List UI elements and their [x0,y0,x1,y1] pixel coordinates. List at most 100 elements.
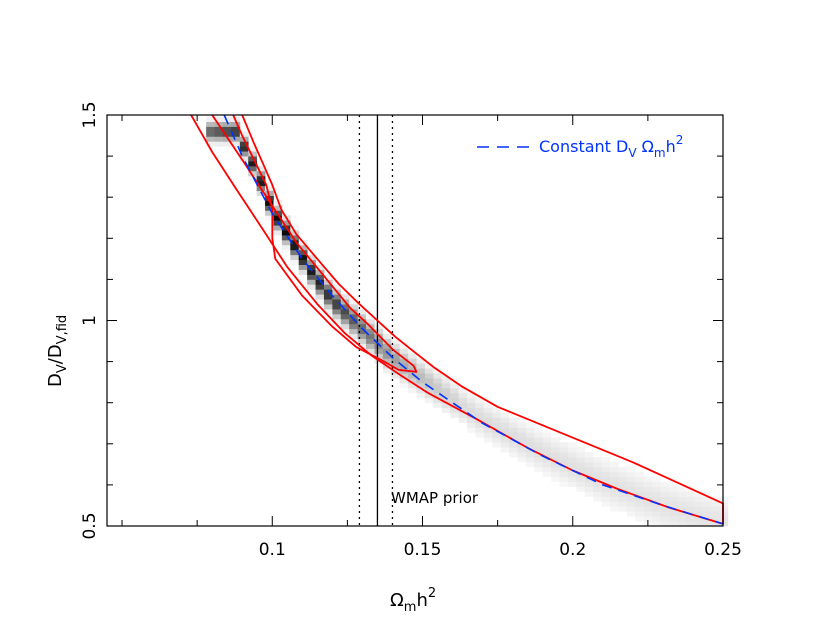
density-cell [534,452,544,458]
density-cell [382,338,392,344]
density-cell [441,392,451,399]
density-cell [576,481,586,487]
density-cell [466,392,476,399]
density-cell [542,442,552,448]
density-cell [542,471,552,478]
density-cell [576,476,586,483]
density-cell [542,437,552,443]
density-cell [652,516,661,522]
density-cell [391,338,401,344]
density-cell [366,338,375,344]
density-cell [265,210,274,216]
density-cell [340,308,350,315]
density-cell [239,151,249,157]
density-cell [458,402,468,409]
density-cell [399,382,409,389]
density-cell [441,378,451,384]
density-cell [256,175,266,182]
density-cell [643,501,653,507]
density-cell [206,141,215,147]
density-cell [694,491,703,497]
density-cell [222,141,232,147]
density-cell [593,476,602,483]
density-cell [256,180,266,187]
density-cell [231,121,241,127]
density-cell [593,466,602,473]
density-cell [281,239,291,246]
density-cell [441,407,451,413]
density-cell [450,397,459,404]
density-cell [382,358,392,364]
density-cell [551,437,560,443]
density-cell [357,313,367,320]
density-cell [374,338,384,344]
density-cell [542,461,552,468]
density-cell [677,511,687,517]
density-cell [593,491,602,497]
density-cell [618,491,628,497]
density-cell [702,496,712,502]
density-cell [391,358,401,364]
x-tick-label: 0.1 [259,540,286,560]
density-cell [298,269,308,275]
density-cell [239,131,249,137]
density-cell [466,427,476,433]
density-cell [492,442,502,448]
density-cell [366,313,375,320]
density-cell [391,368,401,374]
density-cell [584,466,594,473]
density-cell [509,442,518,448]
density-cell [576,461,586,468]
density-cell [702,506,712,512]
density-cell [290,254,300,261]
density-cell [652,476,661,483]
density-cell [450,402,459,409]
density-cell [433,402,443,409]
density-cell [618,506,628,512]
density-cell [374,328,384,335]
density-cell [492,417,502,423]
density-cell [567,452,577,458]
density-cell [677,496,687,502]
density-cell [374,343,384,349]
density-cell [424,387,434,394]
density-cell [559,466,569,473]
density-cell [610,501,619,507]
density-cell [652,486,661,492]
density-cell [290,225,300,231]
density-cell [424,397,434,404]
density-cell [702,521,712,527]
density-cell [424,392,434,399]
density-cell [382,368,392,374]
density-cell [323,284,333,290]
density-cell [517,437,527,443]
density-cell [710,516,720,522]
density-cell [635,481,645,487]
density-cell [382,343,392,349]
density-cell [399,358,409,364]
density-cell [694,506,703,512]
density-cell [222,126,232,132]
density-cell [542,452,552,458]
density-cell [357,323,367,330]
density-cell [551,447,560,453]
density-cell [584,476,594,483]
density-cell [500,437,510,443]
density-cell [559,461,569,468]
density-cell [509,422,518,428]
density-cell [559,442,569,448]
density-cell [323,308,333,315]
density-cell [500,427,510,433]
density-cell [601,496,611,502]
y-tick-label: 0.5 [80,512,100,539]
density-cell [475,407,485,413]
density-cell [265,185,274,192]
density-cell [610,496,619,502]
density-cell [525,427,535,433]
density-cell [551,456,560,463]
density-cell [626,486,636,492]
density-cell [307,274,316,280]
density-cell [660,496,670,502]
density-cell [483,412,493,418]
x-tick-label: 0.15 [404,540,442,560]
